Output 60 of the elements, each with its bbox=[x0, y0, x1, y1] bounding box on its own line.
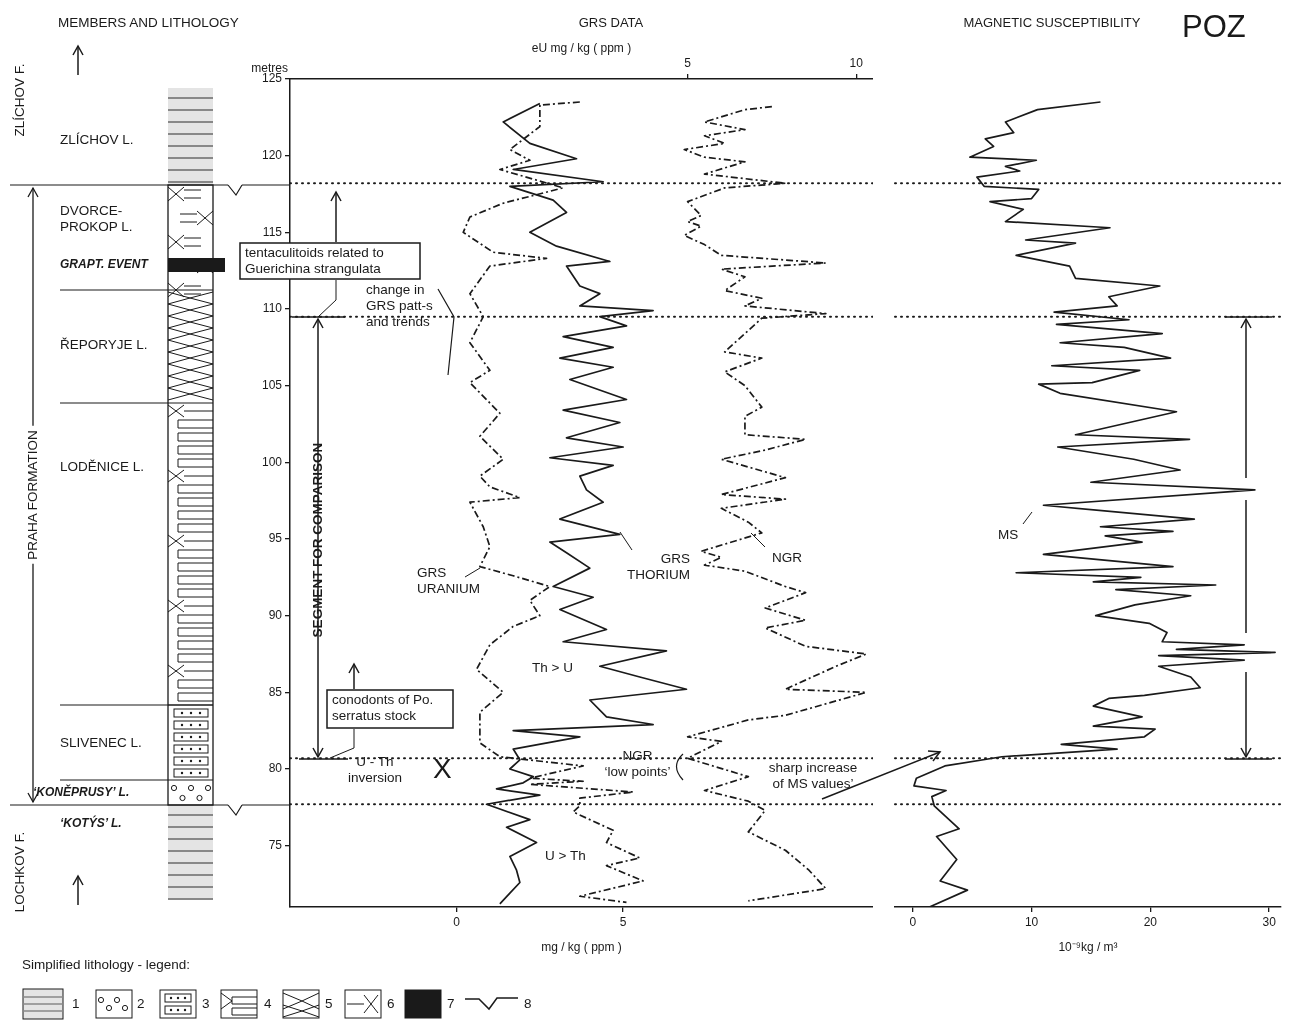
annotation: MS bbox=[998, 527, 1019, 544]
annotation: NGR bbox=[772, 550, 802, 567]
y-tick-label: 115 bbox=[262, 224, 283, 239]
x-tick-label: 30 bbox=[1262, 914, 1277, 929]
annotation: tentaculitoids related to Guerichina strangulata bbox=[245, 245, 384, 278]
text: MEMBERS AND LITHOLOGY bbox=[58, 15, 239, 32]
text: 2 bbox=[137, 996, 145, 1013]
y-tick-label: 85 bbox=[268, 684, 283, 699]
y-tick-label: 110 bbox=[262, 301, 283, 316]
x-axis-title: mg / kg ( ppm ) bbox=[541, 940, 622, 955]
x-tick-label: 0 bbox=[909, 914, 917, 929]
annotation: NGR ‘low points’ bbox=[603, 748, 672, 781]
annotation: change in GRS patt-s and trends bbox=[366, 282, 433, 331]
text: Simplified lithology - legend: bbox=[22, 957, 191, 974]
chart-title: MAGNETIC SUSCEPTIBILITY bbox=[963, 14, 1141, 30]
text: LOCHKOV F. bbox=[11, 830, 28, 915]
text: GRAPT. EVENT bbox=[60, 257, 148, 272]
x-tick-label: 5 bbox=[619, 914, 627, 929]
annotation: Th > U bbox=[532, 660, 573, 677]
y-tick-label: 80 bbox=[268, 761, 283, 776]
text: ‘KONĚPRUSY’ L. bbox=[33, 785, 130, 800]
y-tick-label: 105 bbox=[261, 377, 283, 392]
text: PRAHA FORMATION bbox=[24, 426, 42, 564]
x-tick-label: 0 bbox=[453, 914, 461, 929]
annotation: sharp increase of MS values’ bbox=[767, 760, 859, 793]
x-tick-label: 10 bbox=[1024, 914, 1039, 929]
y-tick-label: 95 bbox=[268, 531, 283, 546]
annotation: U - Th inversion bbox=[347, 754, 403, 787]
annotation: U > Th bbox=[545, 848, 586, 865]
text: ŘEPORYJE L. bbox=[60, 337, 148, 354]
text: 5 bbox=[325, 996, 333, 1013]
y-tick-label: 125 bbox=[261, 71, 283, 86]
text: 1 bbox=[72, 996, 80, 1013]
text: DVORCE- PROKOP L. bbox=[60, 203, 133, 236]
text: ZLÍCHOV F. bbox=[11, 62, 28, 139]
x2-axis-title: eU mg / kg ( ppm ) bbox=[531, 40, 632, 55]
x-tick-label: 20 bbox=[1143, 914, 1158, 929]
x2-tick-label: 10 bbox=[849, 56, 864, 71]
annotation: X bbox=[433, 752, 452, 786]
text: 8 bbox=[524, 996, 532, 1013]
text: SLIVENEC L. bbox=[60, 735, 142, 752]
text: POZ bbox=[1182, 8, 1246, 46]
annotation: conodonts of Po. serratus stock bbox=[332, 692, 434, 725]
text: ZLÍCHOV L. bbox=[60, 132, 134, 149]
x-axis-title: 10⁻⁹kg / m³ bbox=[1058, 940, 1118, 955]
y-tick-label: 75 bbox=[268, 837, 283, 852]
text: 7 bbox=[447, 996, 455, 1013]
y-tick-label: 90 bbox=[268, 607, 283, 622]
text: ‘KOTÝS’ L. bbox=[60, 816, 122, 831]
text: 6 bbox=[387, 996, 395, 1013]
y-tick-label: 100 bbox=[261, 454, 283, 469]
text: 3 bbox=[202, 996, 210, 1013]
annotation: GRS URANIUM bbox=[417, 565, 480, 598]
x2-tick-label: 5 bbox=[684, 56, 692, 71]
text: LODĚNICE L. bbox=[60, 459, 145, 476]
y-tick-label: 120 bbox=[261, 147, 283, 162]
text: 4 bbox=[264, 996, 272, 1013]
annotation: SEGMENT FOR COMPARISON bbox=[309, 441, 326, 640]
chart-title: GRS DATA bbox=[578, 14, 644, 30]
annotation: GRS THORIUM bbox=[626, 551, 690, 584]
